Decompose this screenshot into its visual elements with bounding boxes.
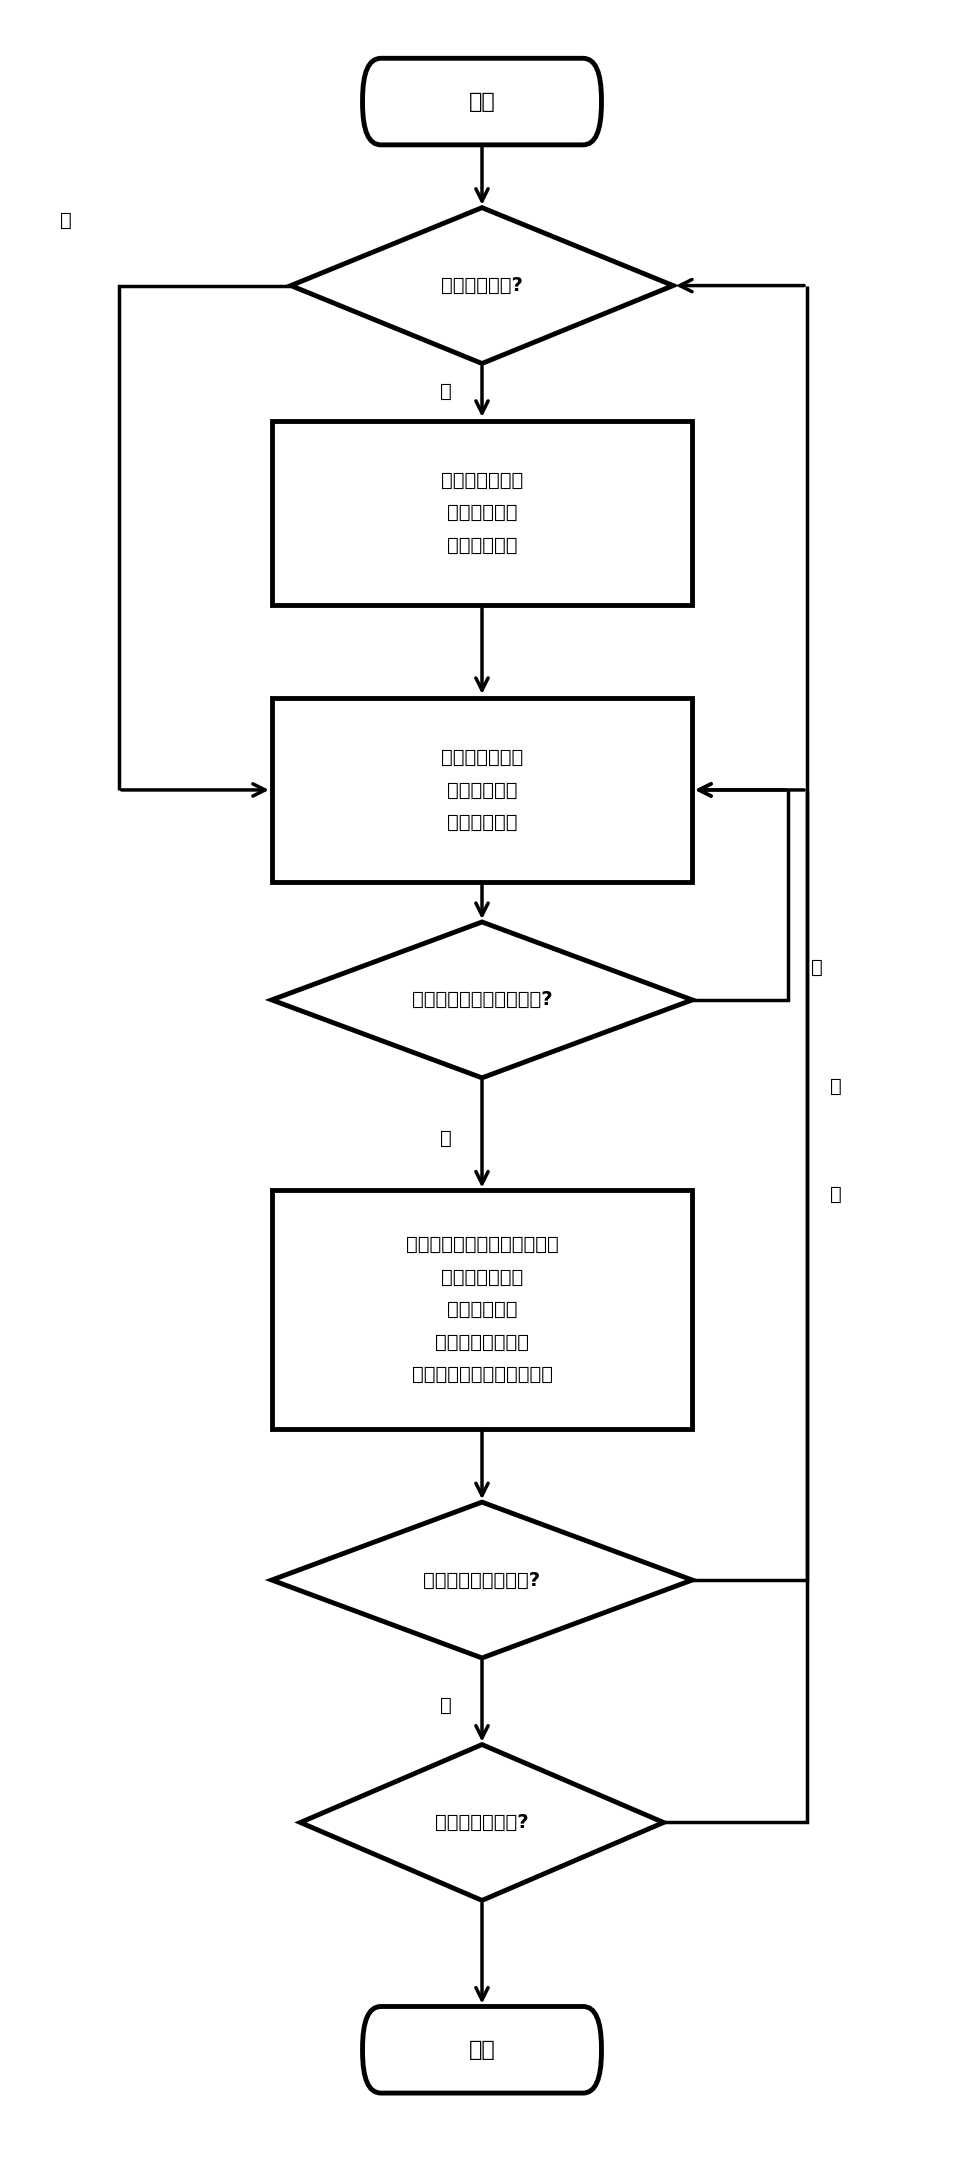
Text: 开始: 开始: [469, 91, 495, 111]
Text: 结束: 结束: [469, 2040, 495, 2060]
Text: 是: 是: [440, 1130, 451, 1147]
Bar: [272, 422, 692, 604]
FancyBboxPatch shape: [362, 2006, 602, 2093]
Bar: [272, 1191, 692, 1428]
Text: 计数同步信号?: 计数同步信号?: [442, 276, 522, 296]
Text: 多周期测量完毕?: 多周期测量完毕?: [435, 1812, 529, 1832]
Bar: [272, 698, 692, 882]
Text: 时钟计数器计数
预累加器计数
读存储器数据: 时钟计数器计数 预累加器计数 读存储器数据: [441, 748, 523, 832]
Polygon shape: [291, 209, 673, 363]
Text: 否: 否: [811, 958, 822, 978]
Polygon shape: [272, 921, 692, 1078]
Text: 否: 否: [61, 211, 72, 230]
Polygon shape: [272, 1502, 692, 1658]
Text: 时钟计数器清零
预累加器清零
存储地址复位: 时钟计数器清零 预累加器清零 存储地址复位: [441, 472, 523, 554]
Text: 时钟计数器小于时窗宽度?: 时钟计数器小于时窗宽度?: [412, 991, 552, 1010]
Text: 是: 是: [440, 382, 451, 402]
FancyBboxPatch shape: [362, 59, 602, 146]
Text: 否: 否: [830, 1184, 842, 1204]
Text: 单计数周期测量完毕?: 单计数周期测量完毕?: [423, 1571, 541, 1588]
Text: 是: 是: [440, 1697, 451, 1714]
Text: 所读取数据与预累加结果相加
更新存储器数据
存储地址加１
产生时窗切换信号
预累加器、时钟计时器清零: 所读取数据与预累加结果相加 更新存储器数据 存储地址加１ 产生时窗切换信号 预累…: [406, 1234, 558, 1384]
Polygon shape: [301, 1745, 663, 1901]
Text: 否: 否: [830, 1078, 842, 1095]
